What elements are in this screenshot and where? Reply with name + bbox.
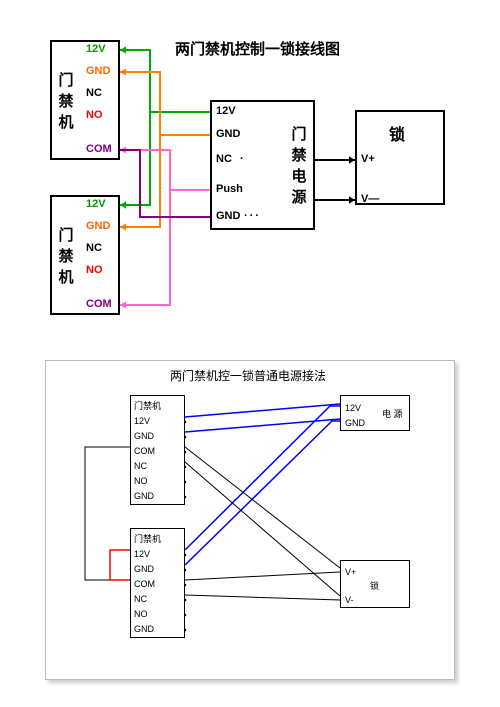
d2-row-d2_ac1-4: NC (134, 462, 147, 471)
page: { "diagram1": { "title": "两门禁机控制一锁接线图", … (0, 0, 500, 707)
d2-row-d2_ac1-1: 12V (134, 417, 150, 426)
d2-row-d2_ac2-5: NO (134, 610, 148, 619)
d2-row-d2_ac2-1: 12V (134, 550, 150, 559)
d2-row-d2_psu-1: GND (345, 419, 365, 428)
d2-wires (0, 0, 500, 707)
d2-row-d2_ac1-6: GND (134, 492, 154, 501)
d2-row-d2_lock-2: V- (345, 596, 354, 605)
d2-row-d2_ac1-2: GND (134, 432, 154, 441)
d2-row-d2_ac2-6: GND (134, 625, 154, 634)
d2-row-d2_ac2-0: 门禁机 (134, 535, 161, 544)
d2-row-d2_ac1-0: 门禁机 (134, 402, 161, 411)
d2-row-d2_ac2-2: GND (134, 565, 154, 574)
d2-row-d2_lock-0: V+ (345, 568, 356, 577)
d2-row-d2_ac2-3: COM (134, 580, 155, 589)
d2-row-d2_psu-0: 12V (345, 404, 361, 413)
d2-row-d2_ac1-5: NO (134, 477, 148, 486)
d2-rlabel-d2_psu: 电 源 (382, 410, 403, 419)
d2-row-d2_ac1-3: COM (134, 447, 155, 456)
d2-row-d2_ac2-4: NC (134, 595, 147, 604)
d2-row-d2_lock-1: 锁 (370, 582, 379, 591)
